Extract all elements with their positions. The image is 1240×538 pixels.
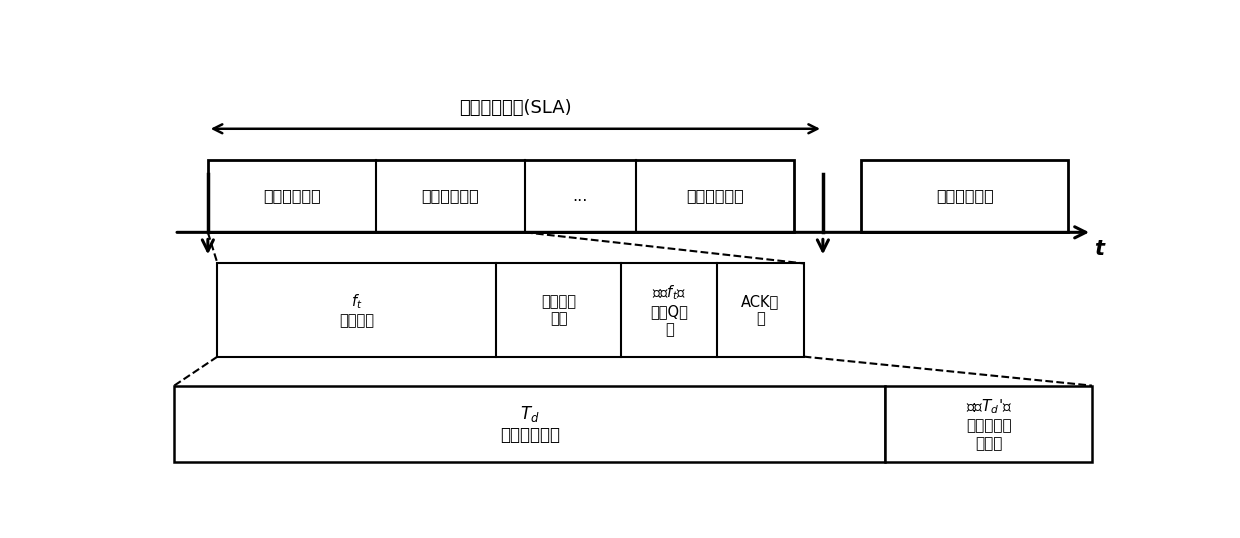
Bar — [217, 264, 804, 357]
Text: 宽带频谱
感知: 宽带频谱 感知 — [541, 294, 577, 326]
Bar — [208, 160, 794, 232]
Text: ACK传
输: ACK传 输 — [742, 294, 780, 326]
Bar — [862, 160, 1068, 232]
Text: $T_d$
动态频谱接入: $T_d$ 动态频谱接入 — [500, 404, 559, 444]
Text: ...: ... — [573, 189, 588, 203]
Bar — [174, 386, 885, 462]
Text: 快速强化学习: 快速强化学习 — [686, 189, 744, 203]
Text: 随机自动学习(SLA): 随机自动学习(SLA) — [459, 99, 572, 117]
Text: 快速强化学习: 快速强化学习 — [936, 189, 993, 203]
Text: 决策$f_t$并
更新Q值
表: 决策$f_t$并 更新Q值 表 — [650, 284, 688, 337]
Text: 快速强化学习: 快速强化学习 — [422, 189, 480, 203]
Text: 决策$T_d$'并
更新选择概
率向量: 决策$T_d$'并 更新选择概 率向量 — [966, 397, 1012, 451]
Bar — [885, 386, 1092, 462]
Text: t: t — [1094, 239, 1104, 259]
Text: 快速强化学习: 快速强化学习 — [263, 189, 321, 203]
Text: $f_t$
数据传输: $f_t$ 数据传输 — [340, 292, 374, 328]
